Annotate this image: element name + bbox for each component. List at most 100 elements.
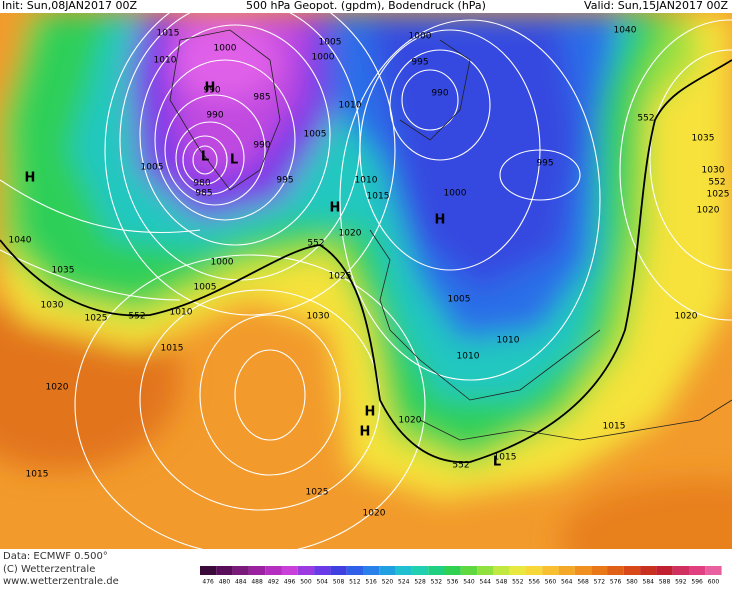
- map-title: 500 hPa Geopot. (gpdm), Bodendruck (hPa): [246, 0, 486, 12]
- isobar-label: 1020: [46, 383, 69, 393]
- colorbar-tick-label: 508: [333, 579, 345, 586]
- isobar-label: 1025: [329, 272, 352, 282]
- colorbar-cell: [232, 566, 249, 575]
- colorbar-cell: [265, 566, 282, 575]
- colorbar-tick-label: 536: [447, 579, 459, 586]
- colorbar-cell: [477, 566, 494, 575]
- colorbar-cell: [493, 566, 510, 575]
- colorbar-cell: [705, 566, 722, 575]
- colorbar-cell: [656, 566, 673, 575]
- colorbar-cell: [363, 566, 380, 575]
- isobar-label: 1010: [154, 56, 177, 66]
- isobar-label: 1000: [211, 258, 234, 268]
- colorbar-cell: [216, 566, 233, 575]
- init-time: Init: Sun,08JAN2017 00Z: [2, 0, 137, 12]
- colorbar-cell: [623, 566, 641, 575]
- colorbar-tick-label: 544: [480, 579, 492, 586]
- valid-time: Valid: Sun,15JAN2017 00Z: [584, 0, 728, 12]
- colorbar-tick-label: 596: [691, 579, 703, 586]
- isobar-label: 1020: [399, 416, 422, 426]
- pressure-center: H: [205, 81, 216, 96]
- colorbar-cell: [672, 566, 689, 575]
- isobar-label: 552: [637, 114, 654, 124]
- colorbar-tick-label: 492: [268, 579, 280, 586]
- isobar-label: 1040: [9, 236, 32, 246]
- isobar-label: 1025: [707, 190, 730, 200]
- isobar-label: 1010: [497, 336, 520, 346]
- isobar-label: 1015: [367, 192, 390, 202]
- url: www.wetterzentrale.de: [3, 576, 119, 587]
- colorbar-tick-label: 592: [675, 579, 687, 586]
- isobar-label: 1020: [675, 312, 698, 322]
- isobar-label: 1030: [41, 301, 64, 311]
- colorbar-cell: [330, 566, 347, 575]
- isobar-label: 1000: [409, 32, 432, 42]
- pressure-center: H: [365, 405, 376, 420]
- isobar-label: 552: [128, 312, 145, 322]
- colorbar-tick-label: 548: [496, 579, 508, 586]
- colorbar-tick-label: 488: [251, 579, 263, 586]
- colorbar-cell: [574, 566, 592, 575]
- colorbar-tick-label: 560: [545, 579, 557, 586]
- isobar-label: 990: [253, 141, 270, 151]
- colorbar-tick-label: 588: [659, 579, 671, 586]
- colorbar-cell: [297, 566, 315, 575]
- isobar-label: 1010: [355, 176, 378, 186]
- isobar-label: 1005: [194, 283, 217, 293]
- colorbar-tick-label: 504: [317, 579, 329, 586]
- colorbar-cell: [314, 566, 331, 575]
- colorbar-cell: [526, 566, 543, 575]
- pressure-center: H: [330, 201, 341, 216]
- colorbar-cell: [281, 566, 298, 575]
- footer: Data: ECMWF 0.500° (C) Wetterzentrale ww…: [3, 551, 119, 587]
- isobar-label: 990: [431, 89, 448, 99]
- colorbar-tick-label: 500: [300, 579, 312, 586]
- isobar-label: 1025: [306, 488, 329, 498]
- colorbar-tick-label: 568: [577, 579, 589, 586]
- colorbar-tick-label: 528: [414, 579, 426, 586]
- isobar-label: 995: [411, 58, 428, 68]
- isobar-label: 985: [253, 93, 270, 103]
- colorbar-cell: [591, 566, 608, 575]
- colorbar-tick-label: 484: [235, 579, 247, 586]
- isobar-label: 552: [307, 239, 324, 249]
- pressure-center: H: [435, 213, 446, 228]
- colorbar-tick-label: 512: [349, 579, 361, 586]
- colorbar-tick-label: 532: [431, 579, 443, 586]
- colorbar-tick-label: 540: [463, 579, 475, 586]
- isobar-label: 1025: [85, 314, 108, 324]
- header: Init: Sun,08JAN2017 00Z 500 hPa Geopot. …: [2, 0, 728, 12]
- colorbar-cell: [689, 566, 706, 575]
- isobar-label: 985: [195, 189, 212, 199]
- colorbar-cell: [640, 566, 657, 575]
- isobar-label: 1000: [214, 44, 237, 54]
- isobar-label: 990: [203, 86, 220, 96]
- isobar-label: 1010: [339, 101, 362, 111]
- colorbar-tick-label: 476: [202, 579, 214, 586]
- colorbar-cell: [607, 566, 624, 575]
- isobar-label: 1040: [614, 26, 637, 36]
- colorbar-cell: [379, 566, 396, 575]
- isobar-label: 552: [452, 461, 469, 471]
- isobar-label: 1015: [603, 422, 626, 432]
- isobar-label: 1000: [312, 53, 335, 63]
- colorbar-tick-label: 552: [512, 579, 524, 586]
- colorbar-tick-label: 496: [284, 579, 296, 586]
- colorbar-cell: [346, 566, 363, 575]
- colorbar-tick-label: 584: [643, 579, 655, 586]
- pressure-center: L: [201, 150, 209, 165]
- isobar-label: 1015: [26, 470, 49, 480]
- isobar-label: 1015: [157, 29, 180, 39]
- colorbar-cell: [248, 566, 266, 575]
- data-source: Data: ECMWF 0.500°: [3, 551, 108, 562]
- isobar-label: 1015: [161, 344, 184, 354]
- isobar-label: 980: [193, 179, 210, 189]
- colorbar-cell: [200, 566, 217, 575]
- colorbar-cell: [444, 566, 461, 575]
- isobar-label: 1010: [457, 352, 480, 362]
- colorbar-tick-label: 580: [626, 579, 638, 586]
- colorbar-tick-label: 564: [561, 579, 573, 586]
- colorbar-tick-label: 576: [610, 579, 622, 586]
